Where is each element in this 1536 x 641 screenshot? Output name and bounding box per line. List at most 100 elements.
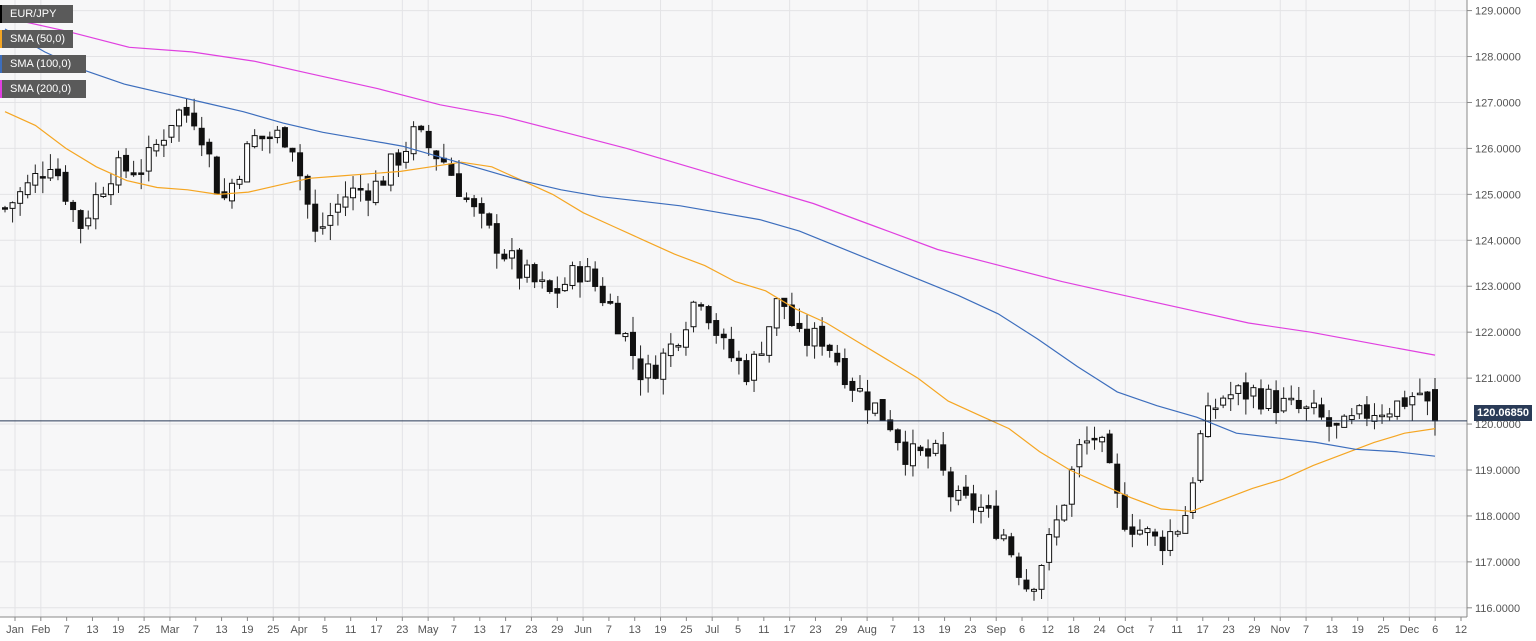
y-tick-label: 127.0000 <box>1475 97 1521 109</box>
candle-body <box>1288 397 1295 401</box>
candle-body <box>1326 417 1333 427</box>
candle-body <box>1250 387 1257 397</box>
legend-item-sma50[interactable]: SMA (50,0) <box>0 30 73 48</box>
plot-area <box>0 0 1467 617</box>
x-tick-label: 11 <box>758 624 769 636</box>
candle-body <box>629 331 636 357</box>
candle-body <box>259 135 266 140</box>
candle-body <box>879 399 886 421</box>
x-tick-label: 6 <box>1432 624 1438 636</box>
candle-body <box>524 264 531 278</box>
candle-body <box>17 191 24 204</box>
candle-body <box>864 391 871 411</box>
candle-body <box>1257 388 1264 410</box>
candle-body <box>62 171 69 202</box>
y-tick-label: 122.0000 <box>1475 327 1521 339</box>
x-tick-label: 23 <box>396 624 408 636</box>
x-tick-label: 13 <box>215 624 227 636</box>
sma-line-3 <box>4 16 1436 356</box>
candle-body <box>1348 415 1355 420</box>
candle-body <box>1144 528 1151 534</box>
candle-body <box>206 141 213 155</box>
candle-body <box>773 298 780 329</box>
candle-body <box>1129 526 1136 535</box>
candle-body <box>766 326 773 356</box>
legend-label: SMA (200,0) <box>10 83 72 95</box>
x-tick-label: 29 <box>551 624 563 636</box>
candle-body <box>501 253 508 260</box>
candle-body <box>1174 531 1181 535</box>
x-tick-label: 5 <box>322 624 328 636</box>
x-tick-label: 25 <box>1377 624 1389 636</box>
candle-body <box>1356 405 1363 415</box>
x-tick-label: 7 <box>64 624 70 636</box>
candle-body <box>123 154 130 172</box>
x-tick-label: 17 <box>784 624 796 636</box>
x-tick-label: Oct <box>1117 624 1134 636</box>
candle-body <box>1106 433 1113 464</box>
candle-body <box>637 358 644 381</box>
candle-body <box>985 505 992 509</box>
candle-body <box>357 188 364 191</box>
legend-item-sma100[interactable]: SMA (100,0) <box>0 55 86 73</box>
candle-body <box>811 327 818 347</box>
y-tick-label: 126.0000 <box>1475 143 1521 155</box>
candle-body <box>1235 385 1242 394</box>
x-tick-label: 23 <box>1222 624 1234 636</box>
candle-body <box>569 265 576 286</box>
x-tick-label: 29 <box>1248 624 1260 636</box>
x-tick-label: May <box>418 624 439 636</box>
x-tick-label: 7 <box>606 624 612 636</box>
candle-body <box>682 329 689 348</box>
candle-body <box>622 333 629 338</box>
candle-body <box>410 126 417 155</box>
x-tick-label: 11 <box>1171 624 1182 636</box>
candle-body <box>1136 529 1143 535</box>
candle-body <box>47 168 54 179</box>
candle-body <box>1295 399 1302 410</box>
candle-body <box>9 202 16 209</box>
legend-swatch <box>0 55 2 73</box>
x-tick-label: 7 <box>1303 624 1309 636</box>
candle-body <box>100 193 107 198</box>
candle-body <box>1015 556 1022 578</box>
candle-body <box>932 442 939 454</box>
legend-item-eurjpy[interactable]: EUR/JPY <box>0 5 73 23</box>
candle-body <box>372 180 379 204</box>
y-tick-label: 117.0000 <box>1475 557 1520 569</box>
legend-label: SMA (50,0) <box>10 33 66 45</box>
candle-body <box>471 198 478 208</box>
candle-body <box>645 363 652 379</box>
x-tick-label: 13 <box>1326 624 1338 636</box>
candle-body <box>1273 390 1280 414</box>
legend-label: EUR/JPY <box>10 8 57 20</box>
x-tick-label: 7 <box>451 624 457 636</box>
x-tick-label: 13 <box>86 624 98 636</box>
candle-body <box>1280 397 1287 412</box>
x-tick-label: 13 <box>913 624 925 636</box>
candle-body <box>925 448 932 457</box>
y-tick-label: 124.0000 <box>1475 235 1521 247</box>
candle-body <box>387 153 394 186</box>
candle-body <box>1152 531 1159 537</box>
candle-body <box>796 322 803 329</box>
x-tick-label: 12 <box>1042 624 1054 636</box>
x-tick-label: 17 <box>499 624 511 636</box>
candle-body <box>758 353 765 356</box>
candle-body <box>54 168 61 177</box>
x-tick-label: 19 <box>938 624 950 636</box>
x-tick-label: 25 <box>138 624 150 636</box>
y-tick-label: 119.0000 <box>1475 465 1520 477</box>
y-tick-label: 120.0000 <box>1475 419 1521 431</box>
candle-body <box>660 352 667 380</box>
legend-item-sma200[interactable]: SMA (200,0) <box>0 80 86 98</box>
candle-body <box>1432 389 1438 422</box>
y-tick-label: 118.0000 <box>1475 511 1520 523</box>
candle-body <box>418 125 425 131</box>
candle-body <box>577 266 584 283</box>
candle-body <box>1099 436 1106 443</box>
candle-body <box>713 320 720 336</box>
x-tick-label: 19 <box>112 624 124 636</box>
candle-body <box>743 360 750 383</box>
